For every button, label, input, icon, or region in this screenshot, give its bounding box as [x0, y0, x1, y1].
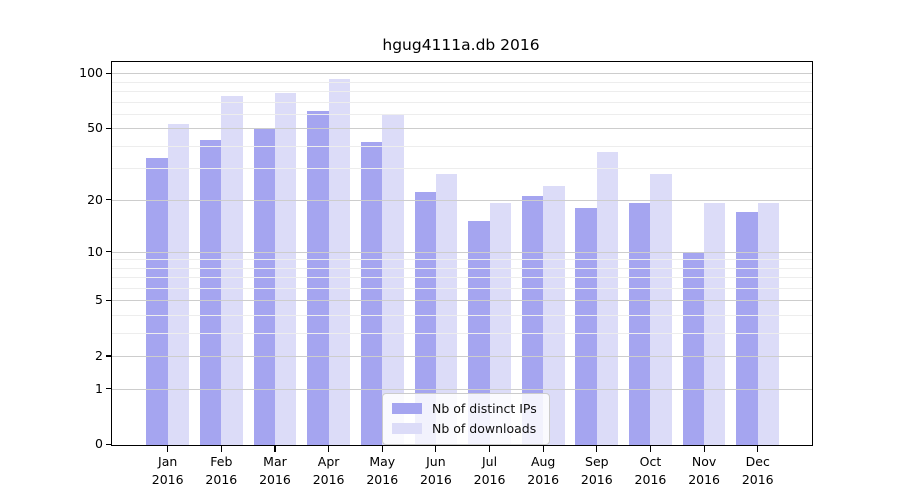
x-tick-label: Jun 2016 [419, 454, 452, 487]
minor-gridline [112, 168, 812, 170]
x-tick-mark [488, 445, 491, 452]
legend-item-distinct-ips: Nb of distinct IPs [392, 401, 537, 416]
minor-gridline [112, 113, 812, 115]
bar-ips-aug [521, 195, 544, 445]
x-tick-label: Nov 2016 [688, 454, 720, 487]
bar-ips-jan [146, 158, 168, 445]
y-tick-label: 2 [95, 347, 103, 363]
x-tick-mark [274, 445, 276, 452]
bar-ips-may [360, 141, 383, 445]
major-gridline [112, 73, 812, 75]
y-tick-mark [105, 250, 111, 253]
y-tick-mark [105, 127, 111, 129]
major-gridline [112, 251, 812, 253]
minor-gridline [112, 91, 812, 93]
bar-downloads-apr [328, 79, 350, 445]
x-tick-mark [703, 445, 705, 452]
minor-gridline [112, 314, 812, 316]
minor-gridline [112, 332, 812, 334]
bar-downloads-nov [704, 203, 726, 445]
y-tick-mark [105, 443, 111, 445]
bar-downloads-feb [221, 96, 243, 445]
major-gridline [112, 128, 812, 130]
bar-ips-sep [575, 207, 597, 445]
x-tick-label: Jul 2016 [473, 454, 506, 487]
legend-swatch-distinct-ips [392, 403, 422, 414]
bar-ips-oct [629, 203, 651, 445]
bar-downloads-jul [489, 203, 511, 445]
x-tick-mark [542, 445, 544, 452]
y-tick-label: 10 [87, 243, 103, 259]
x-tick-label: Aug 2016 [527, 454, 560, 487]
y-tick-mark [105, 72, 111, 74]
x-tick-label: Jan 2016 [151, 454, 184, 487]
bar-ips-mar [253, 128, 275, 445]
legend-swatch-downloads [392, 423, 422, 434]
minor-gridline [112, 145, 812, 147]
x-tick-label: Dec 2016 [741, 454, 774, 487]
x-tick-mark [328, 445, 330, 452]
minor-gridline [112, 287, 812, 289]
y-tick-mark [105, 198, 111, 201]
x-tick-mark [167, 445, 169, 452]
legend-label-distinct-ips: Nb of distinct IPs [432, 401, 537, 416]
bar-downloads-sep [596, 151, 619, 445]
minor-gridline [112, 101, 812, 103]
x-tick-label: Sep 2016 [580, 454, 613, 487]
x-tick-mark [757, 445, 759, 452]
y-tick-label: 1 [95, 380, 103, 396]
x-tick-label: Mar 2016 [259, 454, 291, 487]
y-tick-label: 20 [87, 191, 103, 207]
bar-downloads-oct [650, 173, 672, 445]
major-gridline [112, 199, 812, 201]
bar-downloads-dec [757, 203, 780, 445]
y-tick-label: 50 [87, 120, 103, 136]
y-tick-mark [105, 387, 111, 390]
y-tick-mark [105, 355, 111, 357]
major-gridline [112, 355, 812, 357]
minor-gridline [112, 267, 812, 269]
x-tick-label: Apr 2016 [312, 454, 345, 487]
x-tick-mark [220, 445, 222, 452]
chart-title: hgug4111a.db 2016 [382, 36, 540, 54]
bar-ips-feb [199, 140, 222, 445]
x-tick-label: Feb 2016 [205, 454, 238, 487]
minor-gridline [112, 259, 812, 261]
y-tick-mark [105, 299, 111, 301]
x-tick-mark [649, 445, 652, 452]
x-tick-mark [435, 445, 437, 452]
y-tick-label: 100 [79, 65, 103, 81]
legend-label-downloads: Nb of downloads [432, 421, 537, 436]
x-tick-mark [596, 445, 598, 452]
x-tick-mark [381, 445, 383, 452]
bar-downloads-may [382, 115, 404, 445]
bar-ips-dec [736, 211, 758, 445]
y-tick-label: 0 [95, 436, 103, 452]
bar-downloads-jun [435, 173, 458, 445]
plot-area: Nb of distinct IPs Nb of downloads 100 50… [79, 61, 813, 487]
y-tick-label: 5 [95, 292, 103, 308]
minor-gridline [112, 277, 812, 279]
minor-gridline [112, 81, 812, 83]
x-tick-label: May 2016 [366, 454, 399, 487]
bar-ips-nov [682, 251, 705, 445]
legend-item-downloads: Nb of downloads [392, 421, 537, 436]
legend: Nb of distinct IPs Nb of downloads [382, 393, 550, 445]
major-gridline [112, 388, 812, 390]
bar-downloads-mar [274, 93, 297, 445]
major-gridline [112, 300, 812, 302]
x-tick-label: Oct 2016 [634, 454, 667, 487]
bar-ips-jun [414, 192, 436, 445]
bar-downloads-jan [167, 123, 190, 445]
